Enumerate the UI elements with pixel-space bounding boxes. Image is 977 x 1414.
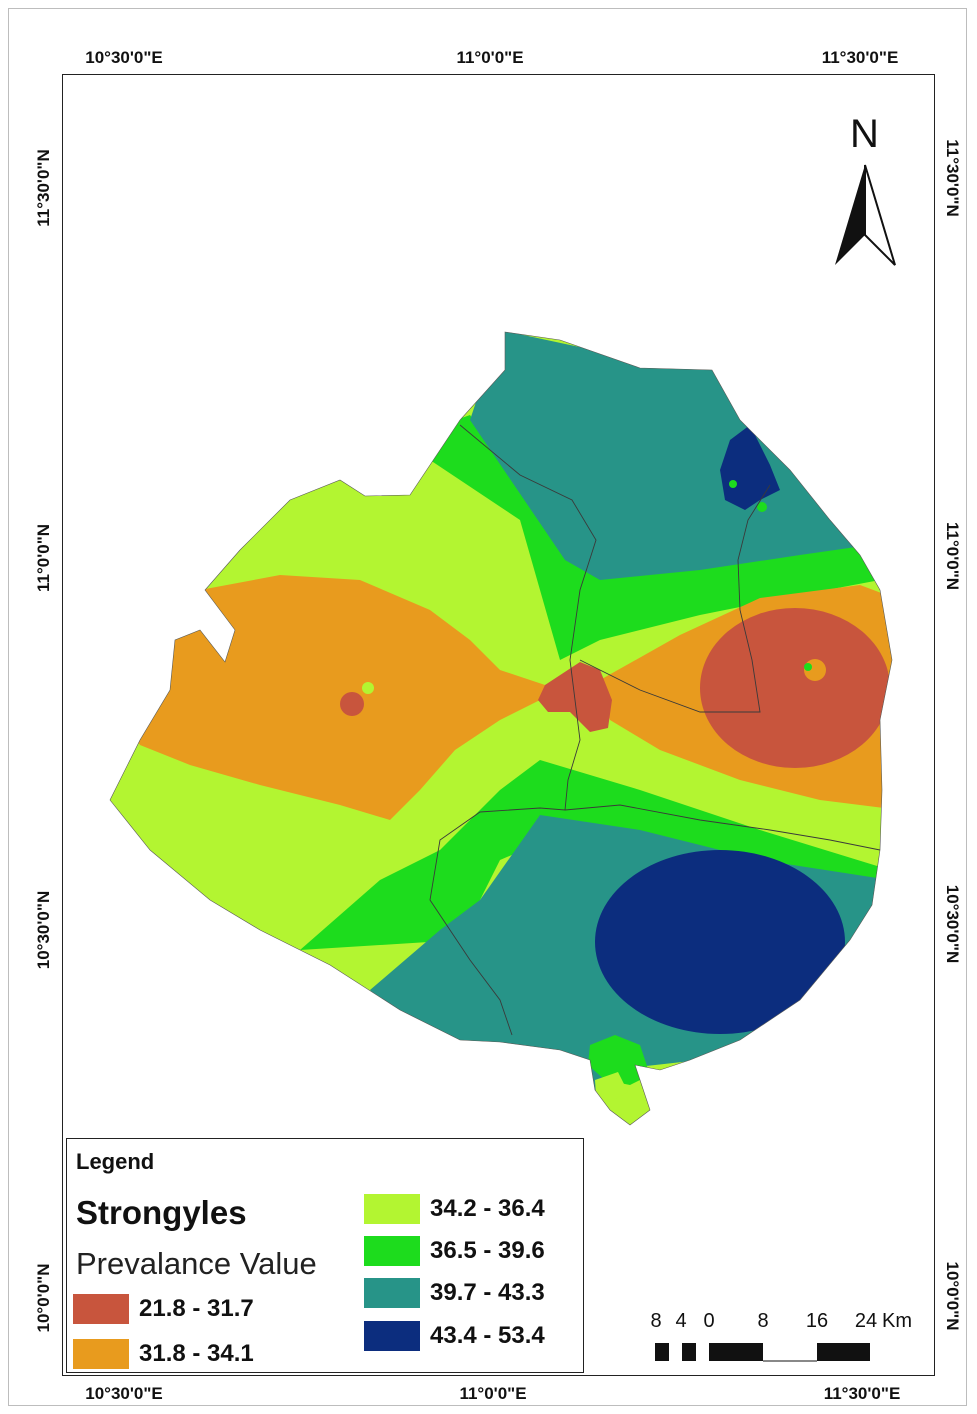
legend-item-34-2-36-4: 34.2 - 36.4 [364, 1194, 545, 1224]
zone-36-5-39-6-north-spot-1 [729, 480, 737, 488]
scale-label-8-left: 8 [650, 1310, 662, 1332]
legend-label-31-8-34-1: 31.8 - 34.1 [139, 1340, 254, 1367]
map-outer-frame [8, 8, 967, 1406]
legend-label-34-2-36-4: 34.2 - 36.4 [430, 1195, 545, 1222]
zone-21-8-31-7-west [340, 692, 364, 716]
grid-label-top-1: 10°30'0"E [85, 48, 163, 67]
legend-heading: Legend [76, 1149, 155, 1174]
legend-label-21-8-31-7: 21.8 - 31.7 [139, 1295, 254, 1322]
north-arrow-label: N [850, 112, 879, 156]
map-neatline [62, 74, 935, 1376]
scale-label-8: 8 [757, 1310, 769, 1332]
region-outline [109, 331, 893, 1126]
scale-label-4: 4 [675, 1310, 687, 1332]
legend-label-36-5-39-6: 36.5 - 39.6 [430, 1237, 545, 1264]
scale-bar [655, 1343, 870, 1362]
internal-boundary-2 [564, 804, 881, 851]
zone-43-4-53-4-north [720, 425, 780, 510]
north-arrow-icon [835, 164, 896, 266]
grid-label-bottom-2: 11°0'0"E [459, 1384, 527, 1403]
grid-label-top-2: 11°0'0"E [456, 48, 524, 67]
scale-label-24: 24 [854, 1310, 878, 1332]
zone-21-8-31-7-east [700, 608, 890, 768]
internal-boundary-3 [579, 484, 771, 713]
map-legend: Legend Strongyles Prevalance Value 21.8 … [66, 1138, 584, 1373]
internal-boundary-1 [429, 424, 597, 1036]
legend-item-39-7-43-3: 39.7 - 43.3 [364, 1278, 545, 1308]
legend-label-43-4-53-4: 43.4 - 53.4 [430, 1322, 545, 1349]
zone-36-5-39-6-east-spot [804, 663, 812, 671]
zone-36-5-39-6-south-tip [588, 1035, 650, 1085]
legend-swatch-39-7-43-3 [364, 1278, 420, 1308]
legend-label-39-7-43-3: 39.7 - 43.3 [430, 1279, 545, 1306]
grid-label-bottom-1: 10°30'0"E [85, 1384, 163, 1403]
zone-36-5-39-6-north-spot-2 [757, 502, 767, 512]
legend-item-36-5-39-6: 36.5 - 39.6 [364, 1236, 545, 1266]
zone-36-5-39-6-south-band [300, 760, 890, 950]
scale-unit: Km [882, 1310, 912, 1332]
legend-swatch-43-4-53-4 [364, 1321, 420, 1351]
legend-swatch-31-8-34-1 [73, 1339, 129, 1369]
zone-34-2-36-4-south-tip [595, 1072, 628, 1102]
zone-39-7-43-3-north [470, 332, 870, 580]
scale-label-0: 0 [703, 1310, 715, 1332]
grid-label-bottom-3: 11°30'0"E [823, 1384, 901, 1403]
legend-item-21-8-31-7: 21.8 - 31.7 [73, 1294, 254, 1324]
legend-swatch-36-5-39-6 [364, 1236, 420, 1266]
grid-label-top-3: 11°30'0"E [821, 48, 899, 67]
scale-label-16: 16 [805, 1310, 829, 1332]
legend-item-31-8-34-1: 31.8 - 34.1 [73, 1339, 254, 1369]
legend-item-43-4-53-4: 43.4 - 53.4 [364, 1321, 545, 1351]
legend-swatch-21-8-31-7 [73, 1294, 129, 1324]
zone-34-2-36-4-west-spot [362, 682, 374, 694]
legend-swatch-34-2-36-4 [364, 1194, 420, 1224]
zone-43-4-53-4-south [595, 850, 845, 1034]
legend-layer-name: Strongyles [76, 1194, 247, 1231]
legend-field-name: Prevalance Value [76, 1246, 317, 1281]
